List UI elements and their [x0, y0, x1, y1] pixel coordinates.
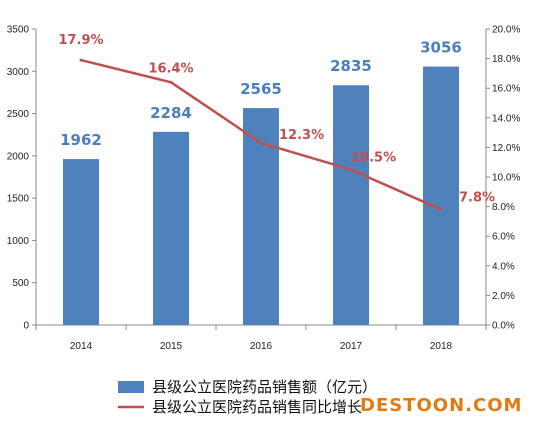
left-tick-label: 1000 [7, 236, 30, 247]
x-tick-label: 2016 [250, 341, 273, 352]
legend-line-label: 县级公立医院药品销售同比增长 [152, 398, 362, 416]
x-tick-label: 2018 [430, 341, 453, 352]
right-tick-label: 8.0% [492, 202, 515, 213]
bar-series: 1962 2284 2565 2835 3056 [60, 39, 462, 326]
right-axis-ticks: 0.0% 2.0% 4.0% 6.0% 8.0% 10.0% 12.0% 14.0% 16.0%… [486, 25, 520, 332]
left-tick-label: 0 [23, 321, 29, 332]
right-tick-label: 18.0% [492, 54, 520, 65]
bar-value-label: 2565 [240, 80, 282, 98]
line-value-label: 10.5% [351, 151, 396, 166]
legend-bar-swatch [118, 381, 144, 393]
line-point [349, 168, 353, 172]
right-tick-label: 12.0% [492, 143, 520, 154]
line-point [169, 80, 173, 84]
right-tick-label: 0.0% [492, 321, 515, 332]
bar [153, 131, 189, 325]
bar [243, 108, 279, 326]
line-point [259, 141, 263, 145]
line-value-label: 16.4% [148, 61, 193, 76]
left-tick-label: 3000 [7, 67, 30, 78]
legend: 县级公立医院药品销售额（亿元） 县级公立医院药品销售同比增长 [118, 378, 377, 416]
bar-value-label: 2284 [150, 104, 192, 122]
legend-bar-label: 县级公立医院药品销售额（亿元） [152, 378, 377, 396]
bar [63, 159, 99, 325]
right-tick-label: 2.0% [492, 291, 515, 302]
x-tick-label: 2017 [340, 341, 363, 352]
line-series: 17.9% 16.4% 12.3% 10.5% 7.8% [58, 33, 495, 212]
right-tick-label: 6.0% [492, 232, 515, 243]
line-value-label: 12.3% [279, 128, 324, 143]
bar [333, 85, 369, 326]
line-point [439, 208, 443, 212]
right-tick-label: 20.0% [492, 25, 520, 36]
left-tick-label: 2000 [7, 151, 30, 162]
bar-value-label: 1962 [60, 131, 102, 149]
right-tick-label: 10.0% [492, 173, 520, 184]
right-tick-label: 4.0% [492, 261, 515, 272]
watermark: DESTOON.COM [360, 395, 523, 416]
bar-value-label: 2835 [330, 57, 372, 75]
left-tick-label: 1500 [7, 194, 30, 205]
line-point [79, 58, 83, 62]
left-tick-label: 500 [12, 278, 29, 289]
left-tick-label: 2500 [7, 109, 30, 120]
x-axis-ticks: 2014 2015 2016 2017 2018 [35, 325, 487, 352]
line-value-label: 17.9% [58, 33, 103, 48]
left-tick-label: 3500 [7, 25, 30, 36]
right-tick-label: 16.0% [492, 84, 520, 95]
x-tick-label: 2014 [70, 341, 93, 352]
bar-value-label: 3056 [420, 39, 462, 57]
bar [423, 66, 459, 325]
x-tick-label: 2015 [160, 341, 183, 352]
right-tick-label: 14.0% [492, 113, 520, 124]
left-axis-ticks: 0 500 1000 1500 2000 2500 3000 3500 [7, 25, 36, 332]
line-value-label: 7.8% [459, 191, 495, 206]
